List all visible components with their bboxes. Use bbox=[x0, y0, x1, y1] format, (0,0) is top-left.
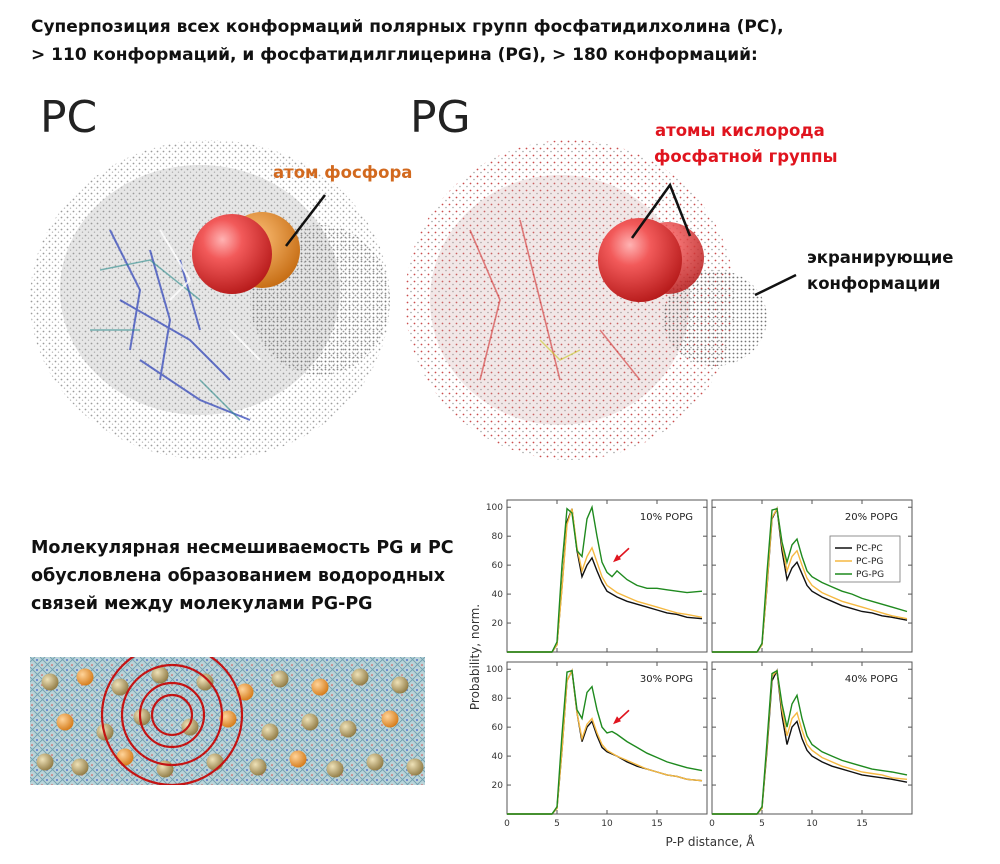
pg-label: PG bbox=[410, 92, 471, 143]
legend-label: PC-PC bbox=[856, 544, 883, 554]
y-tick-label: 20 bbox=[492, 781, 504, 791]
phosphorus-pointer-line bbox=[285, 194, 326, 247]
highlight-arrow-head bbox=[613, 554, 621, 563]
x-axis-label: P-P distance, Å bbox=[665, 834, 755, 849]
phosphorus-atom bbox=[301, 713, 319, 731]
chart-panel: 0 5 10 15 40% POPG bbox=[709, 661, 913, 829]
phosphorus-atom bbox=[196, 673, 214, 691]
y-tick-label: 100 bbox=[486, 665, 503, 675]
phosphorus-atom bbox=[219, 710, 237, 728]
panel-title: 30% POPG bbox=[640, 674, 693, 685]
x-tick-label: 5 bbox=[554, 819, 560, 829]
x-tick-label: 15 bbox=[856, 819, 867, 829]
highlight-arrow-head bbox=[613, 716, 621, 725]
oxygen-pointer-lines bbox=[630, 182, 692, 239]
y-tick-label: 40 bbox=[492, 752, 504, 762]
pc-conformation-cloud bbox=[30, 140, 390, 460]
phosphorus-atom bbox=[391, 676, 409, 694]
phosphorus-label: атом фосфора bbox=[273, 163, 413, 182]
caption-line-1: Молекулярная несмешиваемость PG и PC bbox=[31, 538, 454, 558]
series-line-pc-pg bbox=[507, 668, 703, 815]
legend-label: PC-PG bbox=[856, 557, 883, 567]
phosphorus-atom bbox=[41, 673, 59, 691]
series-line-pg-pg bbox=[712, 507, 908, 653]
phosphorus-atom bbox=[249, 758, 267, 776]
legend-label: PG-PG bbox=[856, 570, 884, 580]
x-tick-label: 10 bbox=[806, 819, 818, 829]
x-tick-label: 5 bbox=[759, 819, 765, 829]
phosphorus-atom bbox=[289, 750, 307, 768]
caption-line-3: связей между молекулами PG-PG bbox=[31, 594, 373, 614]
screening-conformations bbox=[663, 270, 767, 366]
phosphorus-atom bbox=[71, 758, 89, 776]
pg-conformation-cloud bbox=[405, 140, 767, 460]
phosphorus-atom bbox=[261, 723, 279, 741]
oxygen-label-line-2: фосфатной группы bbox=[654, 147, 838, 166]
screening-pointer-line bbox=[754, 273, 797, 297]
y-tick-label: 100 bbox=[486, 503, 503, 513]
pc-label: PC bbox=[40, 92, 98, 143]
phosphorus-atom bbox=[76, 668, 94, 686]
y-tick-label: 20 bbox=[492, 619, 504, 629]
chart-panel: 20 40 60 80 100 0 5 10 15 30% POPG bbox=[486, 661, 708, 829]
molecule-figure bbox=[30, 140, 797, 460]
series-line-pc-pg bbox=[712, 506, 908, 653]
series-line-pc-pg bbox=[712, 669, 908, 815]
phosphorus-atom bbox=[181, 718, 199, 736]
phosphorus-atom bbox=[111, 678, 129, 696]
panel-title: 10% POPG bbox=[640, 512, 693, 523]
screening-label-line-1: экранирующие bbox=[807, 248, 954, 267]
oxygen-label-line-1: атомы кислорода bbox=[655, 121, 825, 140]
y-tick-label: 40 bbox=[492, 590, 504, 600]
x-tick-label: 0 bbox=[709, 819, 715, 829]
screening-label-line-2: конформации bbox=[807, 274, 941, 293]
y-tick-label: 60 bbox=[492, 723, 504, 733]
phosphorus-atom bbox=[406, 758, 424, 776]
phosphorus-atom bbox=[236, 683, 254, 701]
phosphorus-atom bbox=[116, 748, 134, 766]
chart-panel: 20 40 60 80 100 10% POPG bbox=[486, 499, 708, 653]
phosphorus-atom bbox=[206, 753, 224, 771]
phosphorus-atom bbox=[56, 713, 74, 731]
header-line-1: Суперпозиция всех конформаций полярных г… bbox=[31, 17, 784, 37]
panel-title: 40% POPG bbox=[845, 674, 898, 685]
y-tick-label: 80 bbox=[492, 532, 504, 542]
header-line-2: > 110 конформаций, и фосфатидилглицерина… bbox=[31, 45, 758, 65]
series-line-pg-pg bbox=[507, 504, 703, 653]
pg-oxygen-atom-1 bbox=[598, 218, 682, 302]
phosphorus-atom bbox=[151, 666, 169, 684]
series-line-pc-pc bbox=[507, 668, 703, 815]
phosphorus-atom bbox=[271, 670, 289, 688]
x-tick-label: 10 bbox=[601, 819, 613, 829]
phosphorus-atom bbox=[351, 668, 369, 686]
phosphorus-atom bbox=[366, 753, 384, 771]
series-line-pg-pg bbox=[712, 669, 908, 815]
phosphorus-atom bbox=[133, 708, 151, 726]
y-axis-label: Probability, norm. bbox=[468, 604, 482, 710]
chart-panel: 20% POPG PC-PC PC-PG PG-PG bbox=[711, 499, 913, 653]
series-line-pg-pg bbox=[507, 669, 703, 815]
x-tick-label: 0 bbox=[504, 819, 510, 829]
concentric-circles bbox=[100, 657, 244, 785]
phosphorus-atom bbox=[381, 710, 399, 728]
x-tick-label: 15 bbox=[651, 819, 662, 829]
pc-oxygen-atom bbox=[192, 214, 272, 294]
phosphorus-atom bbox=[326, 760, 344, 778]
series-line-pc-pc bbox=[712, 668, 908, 815]
y-tick-label: 80 bbox=[492, 694, 504, 704]
panel-title: 20% POPG bbox=[845, 512, 898, 523]
phosphorus-atom bbox=[311, 678, 329, 696]
y-tick-label: 60 bbox=[492, 561, 504, 571]
membrane-snapshot bbox=[30, 657, 425, 785]
phosphorus-atom bbox=[36, 753, 54, 771]
series-line-pc-pg bbox=[507, 508, 703, 653]
phosphorus-atom bbox=[339, 720, 357, 738]
caption-line-2: обусловлена образованием водородных bbox=[31, 566, 446, 586]
